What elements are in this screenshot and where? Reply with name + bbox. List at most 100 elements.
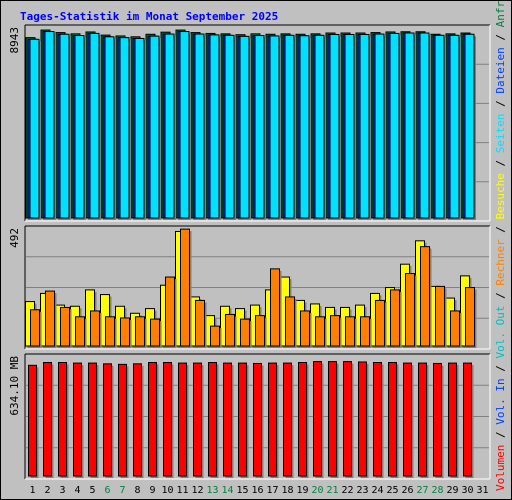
bar-visits-rechner-day-10: [165, 276, 175, 347]
bar-requests-seiten-day-27: [419, 32, 430, 219]
legend-item-vol-out: Vol. Out: [494, 306, 507, 359]
bar-volume-volumen-day-19: [298, 362, 307, 477]
bar-requests-seiten-day-26: [404, 32, 415, 219]
bar-volume-volumen-day-6: [103, 363, 112, 477]
bar-visits-rechner-day-9: [150, 318, 160, 347]
bar-volume-volumen-day-18: [283, 362, 292, 477]
x-tick-label-day-29: 29: [446, 485, 458, 496]
bar-visits-rechner-day-13: [210, 325, 220, 347]
bar-visits-rechner-day-3: [60, 306, 70, 347]
bar-visits-rechner-day-12: [195, 299, 205, 347]
x-tick-label-day-5: 5: [89, 485, 95, 496]
bar-requests-seiten-day-7: [119, 37, 130, 219]
x-tick-label-day-8: 8: [134, 485, 140, 496]
bar-visits-rechner-day-5: [90, 310, 100, 347]
bar-volume-volumen-day-22: [343, 361, 352, 477]
bar-visits-rechner-day-4: [75, 316, 85, 347]
bar-visits-rechner-day-29: [450, 310, 460, 347]
bar-visits-rechner-day-24: [375, 299, 385, 347]
bar-volume-volumen-day-5: [88, 362, 97, 477]
legend: Volumen / Vol. In / Vol. Out / Rechner /…: [494, 1, 507, 491]
bar-volume-volumen-day-16: [253, 362, 262, 477]
legend-separator: /: [494, 153, 507, 173]
x-tick-label-day-23: 23: [356, 485, 368, 496]
bar-volume-volumen-day-23: [358, 361, 367, 477]
legend-item-besuche: Besuche: [494, 173, 507, 219]
legend-item-volumen: Volumen: [494, 445, 507, 491]
bar-requests-seiten-day-17: [269, 35, 280, 219]
bar-volume-volumen-day-17: [268, 362, 277, 477]
bar-visits-rechner-day-14: [225, 313, 235, 347]
bar-volume-volumen-day-7: [118, 363, 127, 477]
x-tick-label-day-25: 25: [386, 485, 398, 496]
x-tick-label-day-19: 19: [296, 485, 308, 496]
bar-visits-rechner-day-16: [255, 315, 265, 347]
panel-scale-label: 8943: [8, 27, 21, 54]
bar-requests-seiten-day-18: [284, 34, 295, 219]
bar-requests-seiten-day-5: [89, 32, 100, 219]
bar-volume-volumen-day-27: [418, 362, 427, 477]
x-tick-label-day-22: 22: [341, 485, 353, 496]
bar-requests-seiten-day-8: [134, 37, 145, 219]
bar-requests-seiten-day-1: [29, 38, 40, 219]
legend-separator: /: [494, 359, 507, 379]
bar-visits-rechner-day-28: [435, 285, 445, 347]
legend-item-anfragen: Anfragen: [494, 1, 507, 27]
bar-volume-volumen-day-2: [43, 362, 52, 477]
panel-scale-label: 634.10 MB: [8, 356, 21, 416]
x-tick-label-day-18: 18: [281, 485, 293, 496]
bar-volume-volumen-day-8: [133, 363, 142, 477]
bar-visits-rechner-day-26: [405, 273, 415, 347]
bar-requests-seiten-day-24: [374, 33, 385, 219]
bar-volume-volumen-day-30: [463, 362, 472, 477]
bar-volume-volumen-day-4: [73, 362, 82, 477]
bar-requests-seiten-day-4: [74, 35, 85, 219]
legend-separator: /: [494, 286, 507, 306]
legend-item-vol-in: Vol. In: [494, 378, 507, 424]
bar-visits-rechner-day-22: [345, 316, 355, 347]
bar-volume-volumen-day-26: [403, 362, 412, 477]
bar-volume-volumen-day-14: [223, 362, 232, 477]
bar-volume-volumen-day-20: [313, 361, 322, 477]
bar-requests-seiten-day-28: [434, 34, 445, 219]
x-tick-label-day-12: 12: [191, 485, 203, 496]
x-tick-label-day-27: 27: [416, 485, 428, 496]
bar-requests-seiten-day-30: [464, 33, 475, 219]
panel-scale-label: 492: [8, 228, 21, 248]
bar-visits-rechner-day-20: [315, 316, 325, 347]
bar-visits-rechner-day-15: [240, 318, 250, 347]
bar-volume-volumen-day-24: [373, 362, 382, 477]
bar-requests-seiten-day-10: [164, 33, 175, 219]
bar-volume-volumen-day-15: [238, 362, 247, 477]
bar-requests-seiten-day-23: [359, 33, 370, 219]
legend-separator: /: [494, 27, 507, 47]
x-tick-label-day-6: 6: [104, 485, 110, 496]
bar-volume-volumen-day-1: [28, 364, 37, 477]
bar-requests-seiten-day-20: [314, 34, 325, 219]
legend-separator: /: [494, 94, 507, 114]
bar-volume-volumen-day-29: [448, 362, 457, 477]
x-tick-label-day-1: 1: [29, 485, 35, 496]
bar-visits-rechner-day-23: [360, 316, 370, 347]
bar-requests-seiten-day-6: [104, 36, 115, 219]
bar-requests-seiten-day-14: [224, 34, 235, 219]
x-tick-label-day-24: 24: [371, 485, 383, 496]
x-tick-label-day-28: 28: [431, 485, 443, 496]
bar-requests-seiten-day-19: [299, 35, 310, 219]
x-tick-label-day-11: 11: [176, 485, 188, 496]
bar-requests-seiten-day-22: [344, 33, 355, 219]
legend-item-seiten: Seiten: [494, 113, 507, 153]
chart-title: Tages-Statistik im Monat September 2025: [20, 10, 278, 23]
x-tick-label-day-10: 10: [161, 485, 173, 496]
legend-separator: /: [494, 425, 507, 445]
x-tick-label-day-7: 7: [119, 485, 125, 496]
x-tick-label-day-30: 30: [461, 485, 473, 496]
bar-requests-seiten-day-12: [194, 33, 205, 219]
bar-visits-rechner-day-7: [120, 317, 130, 347]
x-tick-label-day-16: 16: [251, 485, 263, 496]
x-tick-label-day-26: 26: [401, 485, 413, 496]
bar-requests-seiten-day-29: [449, 34, 460, 219]
legend-item-dateien: Dateien: [494, 47, 507, 93]
bar-visits-rechner-day-18: [285, 296, 295, 347]
